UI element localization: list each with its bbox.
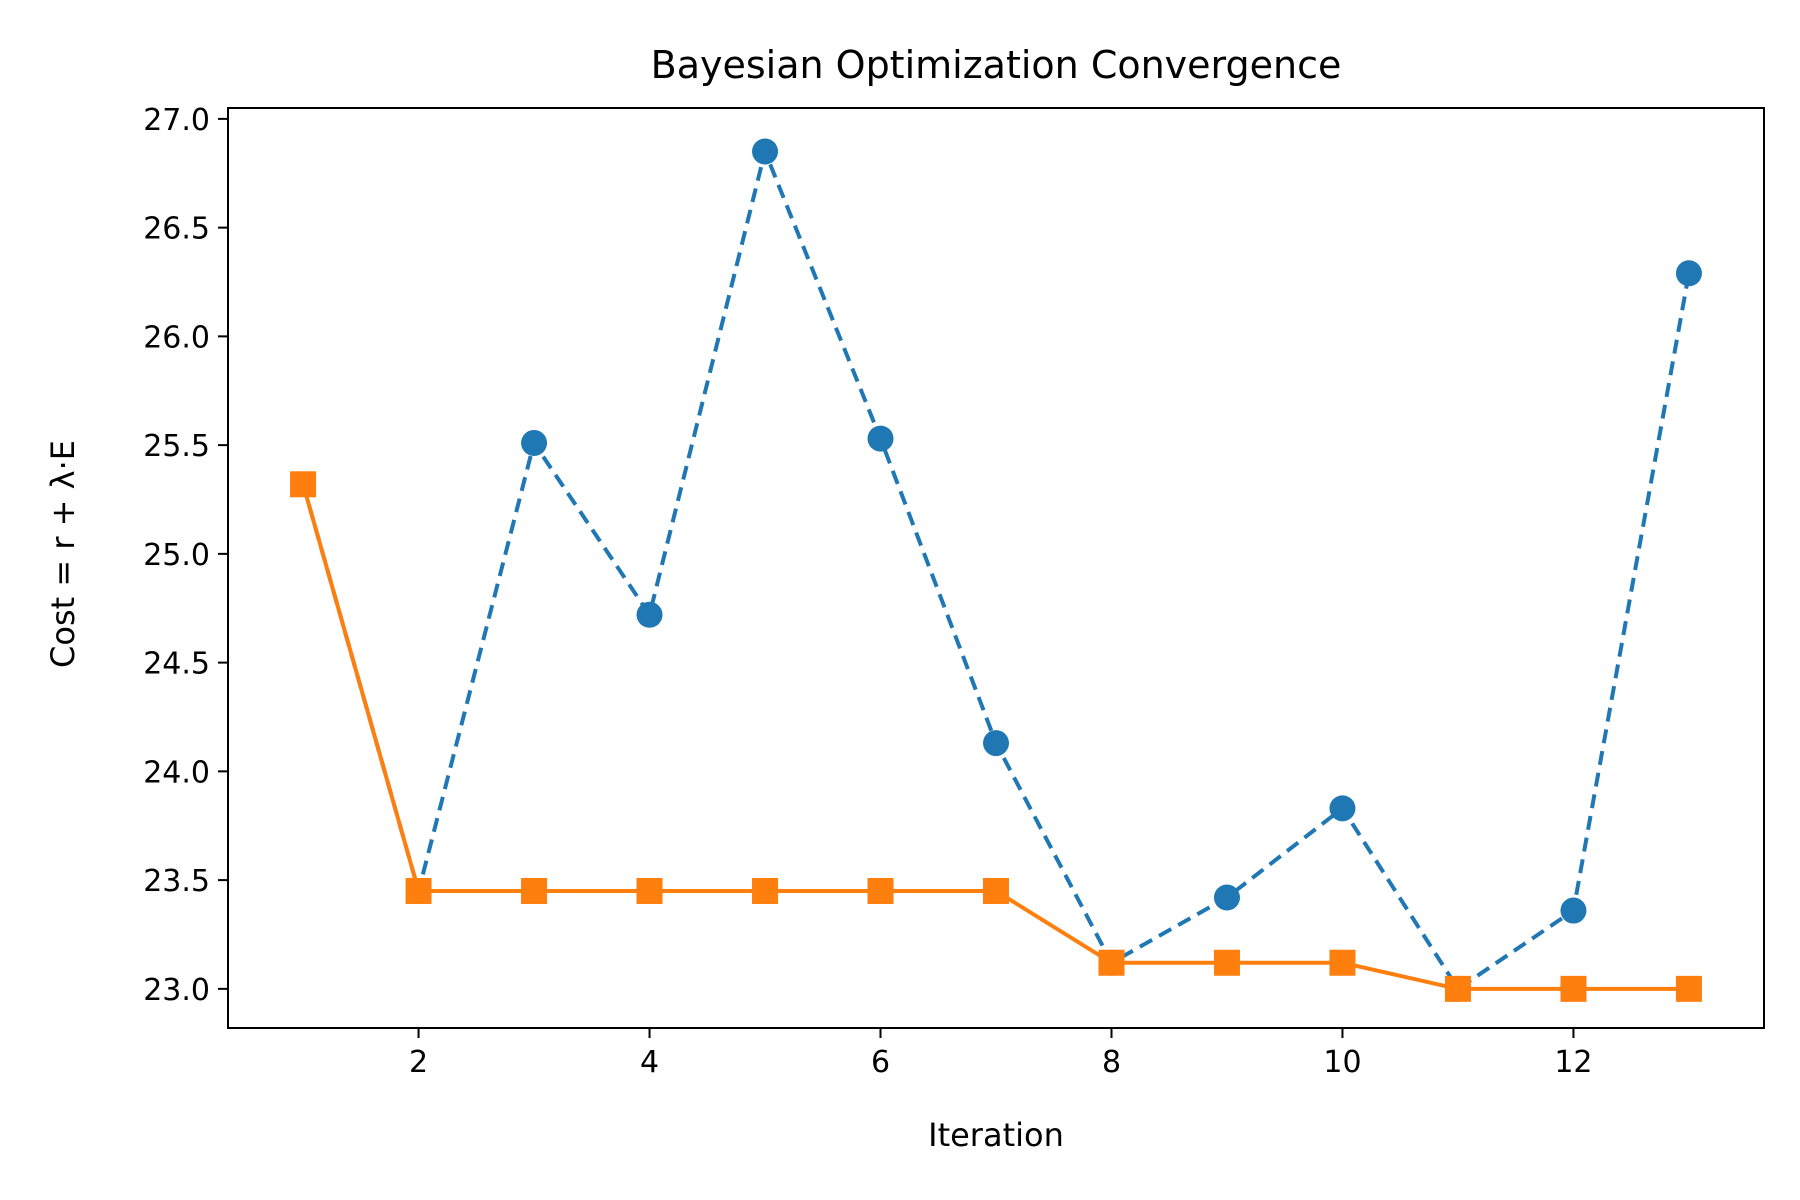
- series-2-point: [1213, 949, 1240, 976]
- y-tick-label: 25.5: [143, 429, 210, 464]
- series-2-point: [752, 877, 779, 904]
- y-tick-label: 23.5: [143, 864, 210, 899]
- series-2-point: [405, 877, 432, 904]
- x-axis-ticks: 2 4 6 8 10 12: [409, 1028, 1593, 1080]
- series-2-point: [1675, 975, 1702, 1002]
- series-1-point: [1560, 897, 1587, 924]
- series-1-point: [867, 425, 894, 452]
- chart-title: Bayesian Optimization Convergence: [651, 43, 1342, 87]
- series-1-point: [1675, 260, 1702, 287]
- series-2-point: [1560, 975, 1587, 1002]
- y-tick-label: 24.0: [143, 755, 210, 790]
- plot-frame: [227, 107, 1765, 1029]
- series-1-point: [1213, 884, 1240, 911]
- y-tick-label: 25.0: [143, 538, 210, 573]
- plot-area: [290, 138, 1702, 1002]
- series-2-point: [983, 877, 1009, 904]
- series-1-point: [636, 601, 663, 628]
- y-axis-label: Cost = r + λ·E: [44, 440, 82, 668]
- series-1-point: [983, 730, 1009, 757]
- series-2-point: [636, 877, 663, 904]
- y-tick-label: 23.0: [143, 973, 210, 1008]
- y-tick-label: 26.0: [143, 320, 210, 355]
- x-axis-label: Iteration: [928, 1116, 1064, 1154]
- x-tick-label: 10: [1323, 1045, 1361, 1080]
- series-1-point: [1329, 795, 1356, 822]
- y-tick-label: 26.5: [143, 212, 210, 247]
- x-tick-label: 6: [871, 1045, 890, 1080]
- series-2-point: [867, 877, 894, 904]
- series-2-point: [1444, 975, 1471, 1002]
- y-axis-ticks: 23.0 23.5 24.0 24.5 25.0 25.5 26.0 26.5 27.0: [143, 103, 228, 1008]
- x-tick-label: 4: [640, 1045, 659, 1080]
- series-2-point: [1098, 949, 1125, 976]
- series-1-point: [752, 138, 779, 165]
- series-2: [290, 471, 1702, 1002]
- series-2-point: [1329, 949, 1356, 976]
- x-tick-label: 12: [1554, 1045, 1592, 1080]
- series-1-point: [521, 429, 548, 456]
- y-tick-label: 27.0: [143, 103, 210, 138]
- x-tick-label: 8: [1102, 1045, 1121, 1080]
- y-tick-label: 24.5: [143, 647, 210, 682]
- series-2-point: [290, 471, 317, 498]
- x-tick-label: 2: [409, 1045, 428, 1080]
- series-2-point: [521, 877, 548, 904]
